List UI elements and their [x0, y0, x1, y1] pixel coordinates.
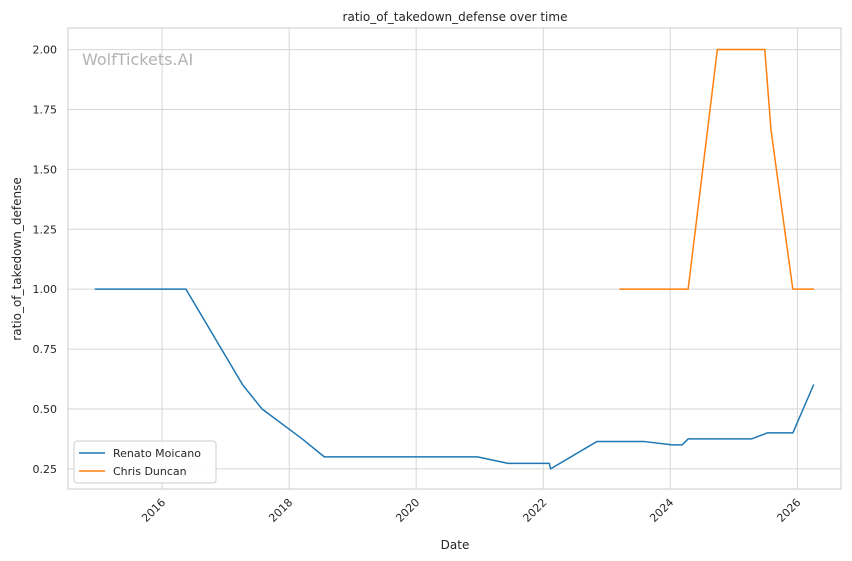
plot-frame	[67, 27, 842, 490]
y-tick-label: 1.25	[33, 223, 58, 236]
y-tick-label: 1.75	[33, 103, 58, 116]
y-tick-label: 1.00	[33, 283, 58, 296]
y-tick-label: 0.50	[33, 403, 58, 416]
y-axis-label: ratio_of_takedown_defense	[10, 177, 24, 340]
y-tick-label: 1.50	[33, 163, 58, 176]
legend-label-chris-duncan: Chris Duncan	[113, 465, 187, 478]
y-tick-label: 2.00	[33, 44, 58, 57]
x-axis-label: Date	[441, 538, 470, 552]
legend-label-renato-moicano: Renato Moicano	[113, 447, 201, 460]
series-lines	[94, 48, 815, 470]
legend-box	[73, 440, 217, 484]
legend: Renato Moicano Chris Duncan	[73, 440, 217, 484]
y-tick-label: 0.25	[33, 463, 58, 476]
series-line-renato-moicano	[94, 288, 815, 470]
chart-title: ratio_of_takedown_defense over time	[343, 10, 568, 24]
grid	[68, 28, 841, 489]
watermark: WolfTickets.AI	[82, 50, 193, 69]
y-tick-label: 0.75	[33, 343, 58, 356]
series-line-chris-duncan	[619, 48, 815, 290]
